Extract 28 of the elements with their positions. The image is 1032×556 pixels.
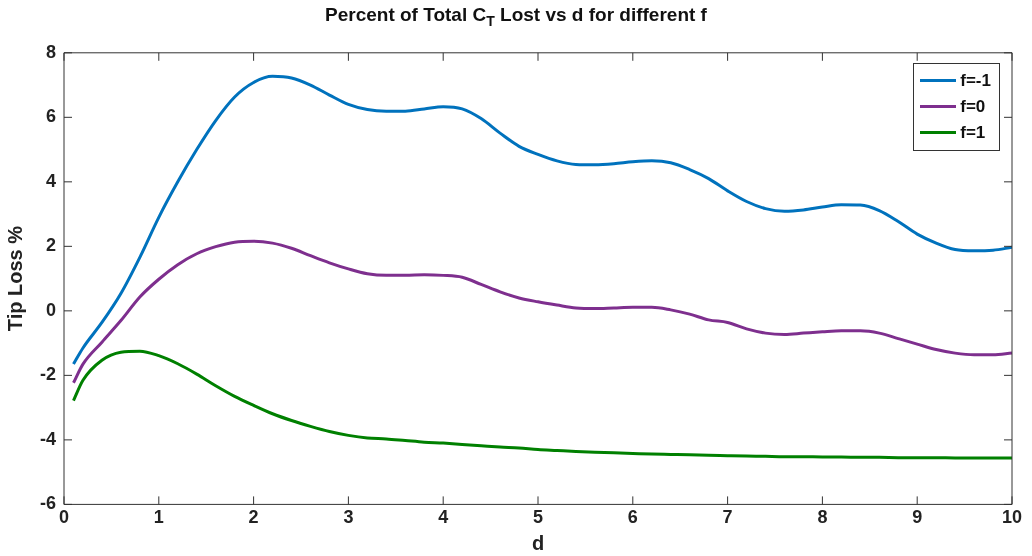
x-tick-label: 8 [817, 507, 828, 528]
x-tick-label: 6 [627, 507, 638, 528]
x-tick-label: 0 [59, 507, 70, 528]
x-tick-label: 5 [532, 507, 544, 528]
y-tick-label: -2 [39, 364, 56, 385]
y-tick-label: 2 [45, 235, 56, 256]
y-axis-title: Tip Loss % [3, 225, 26, 332]
y-tick-label: 8 [45, 41, 56, 62]
x-axis-title: d [531, 531, 545, 554]
line-series [71, 349, 1012, 460]
y-tick-label: 6 [45, 106, 56, 127]
x-tick-label: 1 [153, 507, 164, 528]
x-tick-label: 7 [722, 507, 733, 528]
y-tick-label: -6 [39, 493, 56, 514]
x-tick-label: 10 [1001, 507, 1023, 528]
line-series [71, 74, 1012, 366]
y-tick-label: 0 [45, 299, 56, 320]
y-tick-label: 4 [45, 170, 56, 191]
x-tick-label: 4 [438, 507, 449, 528]
legend-label: f=1 [960, 122, 986, 143]
chart-title: Percent of Total C$_{T}$ Lost vs d for different f [324, 4, 708, 29]
x-tick-label: 2 [248, 507, 259, 528]
x-tick-label: 3 [343, 507, 354, 528]
line-series [71, 239, 1012, 385]
legend-label: f=0 [960, 96, 986, 117]
legend-label: f=-1 [960, 70, 991, 91]
y-tick-label: -4 [39, 428, 56, 449]
x-tick-label: 9 [912, 507, 923, 528]
